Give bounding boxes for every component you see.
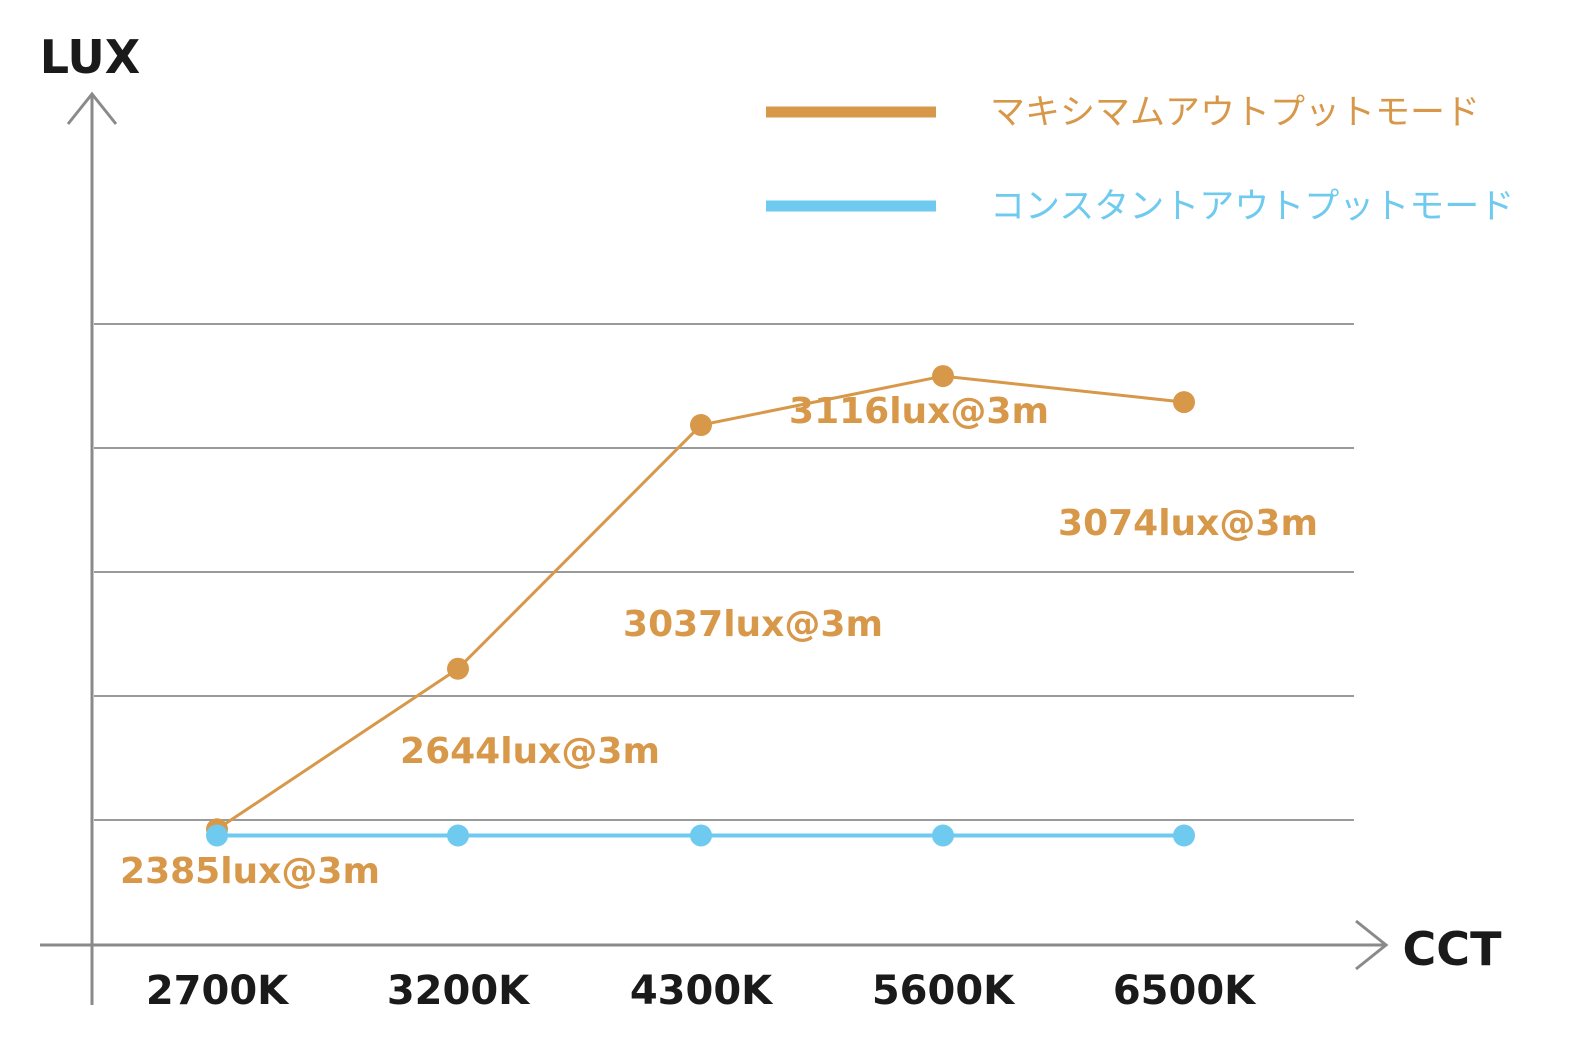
x-tick-label-6500K: 6500K [1113,968,1257,1014]
x-tick-label-4300K: 4300K [630,968,774,1014]
data-label-4: 3074lux@3m [1058,503,1318,544]
series-1-point-4 [1173,824,1195,847]
data-label-2: 3037lux@3m [623,604,883,645]
series-0-point-3 [932,365,954,388]
series-0-point-1 [447,657,469,680]
data-label-3: 3116lux@3m [789,391,1049,432]
x-tick-label-2700K: 2700K [146,968,290,1014]
series-0-point-4 [1173,391,1195,414]
series-1-point-3 [932,824,954,847]
axes: LUX CCT [40,30,1502,1005]
x-axis-arrow-icon [1355,919,1389,971]
x-tick-labels: 2700K 3200K 4300K 5600K 6500K [146,968,1257,1014]
series-1-point-2 [690,824,712,847]
series-1-point-0 [206,824,228,847]
x-tick-label-5600K: 5600K [872,968,1016,1014]
data-label-1: 2644lux@3m [400,731,660,772]
data-label-0: 2385lux@3m [120,851,380,892]
y-axis-title: LUX [40,30,141,84]
series-0-point-2 [690,414,712,437]
data-labels: 2385lux@3m 2644lux@3m 3037lux@3m 3116lux@3m… [120,391,1318,892]
grid-lines [94,323,1354,821]
x-tick-label-3200K: 3200K [387,968,531,1014]
legend-label-0: マキシマムアウトプットモード [990,93,1480,133]
x-axis-title: CCT [1403,922,1503,976]
legend-label-1: コンスタントアウトプットモード [990,187,1514,227]
y-axis-arrow-icon [66,91,118,125]
series-1-point-1 [447,824,469,847]
series [206,365,1195,847]
series-line-0 [216,374,1185,831]
